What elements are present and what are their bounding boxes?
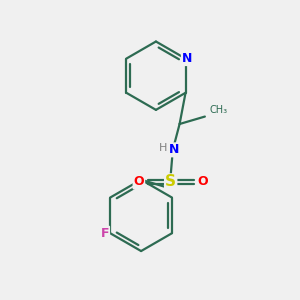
Text: CH₃: CH₃ (209, 105, 227, 115)
Text: O: O (197, 176, 208, 188)
Text: H: H (158, 143, 167, 153)
Text: N: N (169, 143, 180, 156)
Text: O: O (134, 176, 144, 188)
Text: F: F (100, 227, 109, 240)
Text: S: S (165, 175, 176, 190)
Text: N: N (182, 52, 192, 65)
